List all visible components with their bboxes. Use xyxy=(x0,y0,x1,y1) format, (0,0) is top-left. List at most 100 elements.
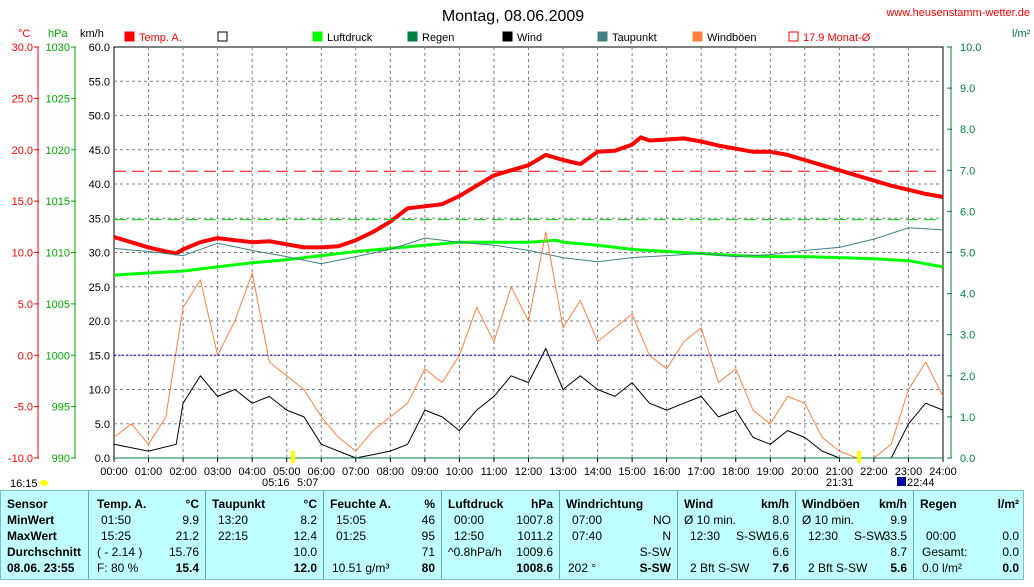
moon-icon xyxy=(40,480,48,486)
time-tick-label: 21:00 xyxy=(826,466,854,478)
legend-swatch xyxy=(597,31,608,42)
pressure-tick-label: 995 xyxy=(52,402,70,414)
wind-tick-label: 50.0 xyxy=(89,111,110,123)
label-avg: Durchschnitt xyxy=(7,545,82,559)
wind-tick-label: 25.0 xyxy=(89,282,110,294)
dir-min-value: NO xyxy=(653,513,671,527)
pressure-tick-label: 1015 xyxy=(46,196,70,208)
time-tick-label: 22:00 xyxy=(860,466,888,478)
wind-tick-label: 20.0 xyxy=(89,316,110,328)
wind-beaufort: 2 Bft S-SW xyxy=(690,561,750,575)
press-unit: hPa xyxy=(530,497,553,511)
gust-header: Windböen xyxy=(802,497,860,511)
hum-avg-value: 71 xyxy=(421,545,435,559)
stats-col-wind: Wind km/h Ø 10 min. 8.0 12:30 S-SW 16.6 … xyxy=(678,491,796,579)
time-tick-label: 16:00 xyxy=(653,466,681,478)
wind-max-value: 16.6 xyxy=(765,529,789,543)
unit-rain: l/m² xyxy=(1012,28,1031,40)
time-tick-label: 05:00 xyxy=(273,466,301,478)
hum-unit: % xyxy=(424,497,435,511)
series-line-taupunkt-2 xyxy=(113,227,944,265)
dew-max-time: 22:15 xyxy=(218,529,249,543)
temp-avg-delta: ( - 2.14 ) xyxy=(97,545,143,559)
rain-tick-label: 10.0 xyxy=(960,42,981,54)
rain-tick-label: 8.0 xyxy=(960,124,975,136)
dew-min-time: 13:20 xyxy=(218,513,249,527)
rain-total-label: Gesamt: xyxy=(922,545,968,559)
temp-unit: °C xyxy=(185,497,199,511)
dew-header: Taupunkt xyxy=(212,497,266,511)
rain-tick-label: 2.0 xyxy=(960,371,975,383)
dew-max-value: 12.4 xyxy=(293,529,317,543)
moonrise-label: 16:15 xyxy=(10,478,38,490)
temp-tick-label: 25.0 xyxy=(12,93,33,105)
time-tick-label: 06:00 xyxy=(307,466,335,478)
time-tick-label: 20:00 xyxy=(791,466,819,478)
temp-current-value: 15.4 xyxy=(175,561,199,575)
rain-tick-label: 0.0 xyxy=(960,453,975,465)
legend-swatch xyxy=(312,31,323,42)
series-line-temp-a-0 xyxy=(113,135,944,256)
stats-col-dewpoint: Taupunkt °C 13:20 8.2 22:15 12.4 10.0 12… xyxy=(206,491,324,579)
label-max: MaxWert xyxy=(7,529,57,543)
temp-tick-label: 15.0 xyxy=(12,196,33,208)
temp-tick-label: 10.0 xyxy=(12,248,33,260)
press-header: Luftdruck xyxy=(448,497,504,511)
press-avg-value: 1009.6 xyxy=(516,545,553,559)
dew-avg-value: 10.0 xyxy=(293,545,317,559)
wind-tick-label: 0.0 xyxy=(95,453,110,465)
legend-swatch xyxy=(407,31,418,42)
stats-col-labels: Sensor MinWert MaxWert Durchschnitt 08.0… xyxy=(1,491,89,579)
site-link[interactable]: www.heusenstamm-wetter.de xyxy=(885,7,1030,19)
gust-unit: km/h xyxy=(878,497,907,511)
wind-avg10-value: 8.0 xyxy=(772,513,789,527)
gust-avg-label: Ø 10 min. xyxy=(802,513,855,527)
pressure-tick-label: 990 xyxy=(52,453,70,465)
time-tick-label: 14:00 xyxy=(584,466,612,478)
dir-avg-value: S-SW xyxy=(639,545,671,559)
label-sensor: Sensor xyxy=(7,497,48,511)
time-tick-label: 09:00 xyxy=(411,466,439,478)
pressure-tick-label: 1020 xyxy=(46,145,70,157)
rain-tick-label: 7.0 xyxy=(960,165,975,177)
press-min-time: 00:00 xyxy=(454,513,485,527)
unit-wind: km/h xyxy=(80,28,104,40)
dir-header: Windrichtung xyxy=(566,497,644,511)
hum-min-time: 15:05 xyxy=(336,513,367,527)
wind-tick-label: 15.0 xyxy=(89,350,110,362)
rain-header: Regen xyxy=(920,497,957,511)
wind-tick-label: 40.0 xyxy=(89,179,110,191)
chart-title: Montag, 08.06.2009 xyxy=(442,8,584,25)
rain-tick-label: 4.0 xyxy=(960,289,975,301)
hum-min-value: 46 xyxy=(421,513,435,527)
rain-current-label: 0.0 l/m² xyxy=(922,561,963,575)
time-tick-label: 08:00 xyxy=(377,466,405,478)
dew-unit: °C xyxy=(303,497,317,511)
legend-label: Regen xyxy=(422,32,454,44)
time-tick-label: 00:00 xyxy=(100,466,128,478)
time-tick-label: 23:00 xyxy=(895,466,923,478)
sunrise-marker xyxy=(291,451,295,463)
gust-avg10-value: 9.9 xyxy=(890,513,907,527)
label-min: MinWert xyxy=(7,513,55,527)
rain-total-value: 0.0 xyxy=(1002,545,1019,559)
temp-header: Temp. A. xyxy=(97,497,147,511)
rain-max-time: 00:00 xyxy=(926,529,957,543)
wind-current-value: 7.6 xyxy=(772,561,789,575)
gust-max-direction: S-SW xyxy=(854,529,886,543)
moonset-icon xyxy=(897,477,906,486)
press-min-value: 1007.8 xyxy=(516,513,553,527)
pressure-tick-label: 1010 xyxy=(46,248,70,260)
rain-tick-label: 6.0 xyxy=(960,206,975,218)
pressure-tick-label: 1030 xyxy=(46,42,70,54)
temp-max-value: 21.2 xyxy=(175,529,199,543)
rain-current-value: 0.0 xyxy=(1002,561,1019,575)
dir-min-time: 07:00 xyxy=(572,513,603,527)
legend-swatch xyxy=(788,31,799,42)
moonset-label: 22:44 xyxy=(907,477,935,489)
time-tick-label: 10:00 xyxy=(446,466,474,478)
gust-max-value: 33.5 xyxy=(883,529,907,543)
time-tick-label: 15:00 xyxy=(618,466,646,478)
sun-markers: 16:15 05:16 5:07 21:31 22:44 xyxy=(10,451,935,490)
time-tick-label: 18:00 xyxy=(722,466,750,478)
